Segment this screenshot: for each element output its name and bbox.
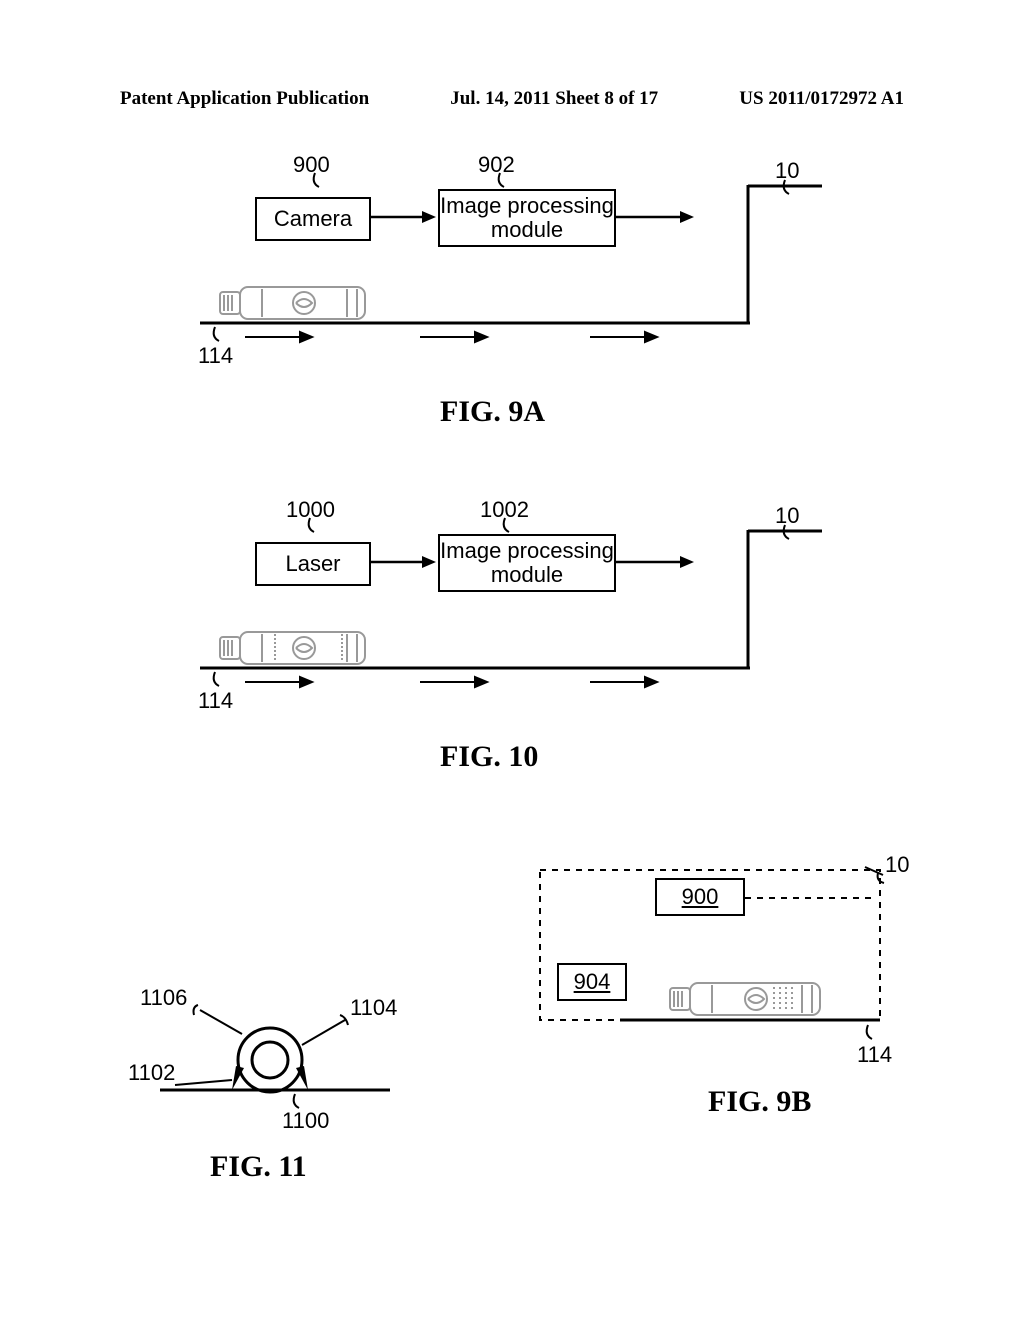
fig-11-label: FIG. 11 <box>210 1150 307 1184</box>
fig-9b-label: FIG. 9B <box>708 1085 811 1119</box>
camera-label: Camera <box>274 207 352 231</box>
ipm10-line2: module <box>491 563 563 587</box>
ref-114-9b: 114 <box>857 1042 892 1068</box>
ref-1002: 1002 <box>480 497 529 523</box>
header-right: US 2011/0172972 A1 <box>739 88 904 110</box>
header-left: Patent Application Publication <box>120 88 369 110</box>
ref-114-9a: 114 <box>198 343 233 369</box>
ref-1104: 1104 <box>350 995 397 1021</box>
box-904-9b: 904 <box>557 963 627 1001</box>
ref-10-9b: 10 <box>885 852 909 878</box>
image-processing-box-9a: Image processing module <box>438 189 616 247</box>
ref-1102: 1102 <box>128 1060 175 1086</box>
ref-10-10: 10 <box>775 503 799 529</box>
ref-1106: 1106 <box>140 985 187 1011</box>
ref-114-10: 114 <box>198 688 233 714</box>
box-900-text: 900 <box>682 885 719 909</box>
ipm-line2: module <box>491 218 563 242</box>
fig-9a-label: FIG. 9A <box>440 395 545 429</box>
ref-1100: 1100 <box>282 1108 329 1134</box>
laser-label: Laser <box>285 552 340 576</box>
laser-box: Laser <box>255 542 371 586</box>
ipm10-line1: Image processing <box>440 539 614 563</box>
header-center: Jul. 14, 2011 Sheet 8 of 17 <box>450 88 658 110</box>
image-processing-box-10: Image processing module <box>438 534 616 592</box>
ref-900-9a: 900 <box>293 152 330 178</box>
box-904-text: 904 <box>574 970 611 994</box>
box-900-9b: 900 <box>655 878 745 916</box>
ipm-line1: Image processing <box>440 194 614 218</box>
ref-10-9a: 10 <box>775 158 799 184</box>
page-header: Patent Application Publication Jul. 14, … <box>0 88 1024 110</box>
ref-1000: 1000 <box>286 497 335 523</box>
camera-box: Camera <box>255 197 371 241</box>
dash-900-connector <box>745 880 895 920</box>
ref-902-9a: 902 <box>478 152 515 178</box>
fig-10-label: FIG. 10 <box>440 740 538 774</box>
